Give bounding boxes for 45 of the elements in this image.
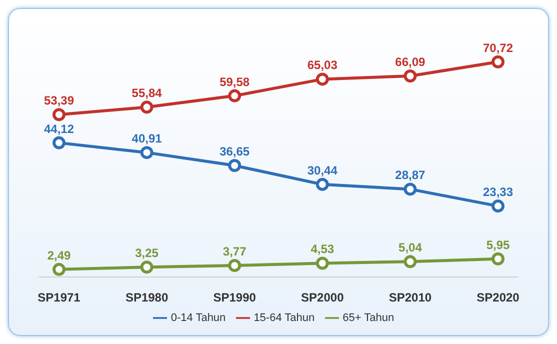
- x-tick-label: SP1971: [38, 290, 81, 305]
- data-label: 28,87: [395, 168, 426, 182]
- data-label: 2,49: [47, 248, 71, 262]
- data-label: 70,72: [482, 40, 514, 55]
- point: [404, 69, 417, 82]
- data-label: 66,09: [395, 54, 426, 69]
- data-label: 40,91: [132, 132, 162, 146]
- data-label: 3,25: [135, 246, 159, 260]
- point: [492, 252, 504, 266]
- x-tick-label: SP1980: [125, 290, 168, 305]
- point: [52, 262, 66, 276]
- point: [140, 100, 154, 114]
- data-label: 59,58: [220, 74, 250, 89]
- point: [228, 89, 242, 102]
- data-label: 5,95: [486, 238, 510, 252]
- data-label: 5,04: [398, 240, 422, 255]
- point: [228, 259, 242, 272]
- data-label: 36,65: [220, 144, 250, 159]
- x-tick-label: SP2010: [388, 290, 432, 305]
- point: [404, 182, 417, 196]
- point: [316, 256, 329, 270]
- point: [140, 260, 154, 274]
- x-tick-label: SP2020: [476, 290, 520, 305]
- point: [316, 178, 329, 191]
- legend-label: 65+ Tahun: [342, 312, 394, 324]
- data-label: 3,77: [222, 244, 247, 259]
- data-label: 30,44: [307, 163, 338, 178]
- x-tick-label: SP2000: [301, 290, 344, 305]
- data-label: 55,84: [132, 86, 162, 100]
- data-label: 65,03: [307, 58, 338, 72]
- point: [52, 108, 66, 122]
- point: [228, 159, 242, 172]
- data-label: 4,53: [310, 242, 334, 256]
- point: [52, 136, 66, 150]
- point: [404, 255, 417, 268]
- legend-label: 15-64 Tahun: [254, 312, 315, 324]
- point: [492, 200, 504, 213]
- point: [492, 55, 504, 68]
- data-label: 53,39: [44, 94, 74, 108]
- data-label: 44,12: [44, 122, 74, 136]
- data-label: 23,33: [482, 185, 514, 200]
- point: [140, 146, 154, 160]
- point: [316, 72, 329, 86]
- x-tick-label: SP1990: [213, 290, 256, 305]
- legend-label: 0-14 Tahun: [170, 312, 226, 324]
